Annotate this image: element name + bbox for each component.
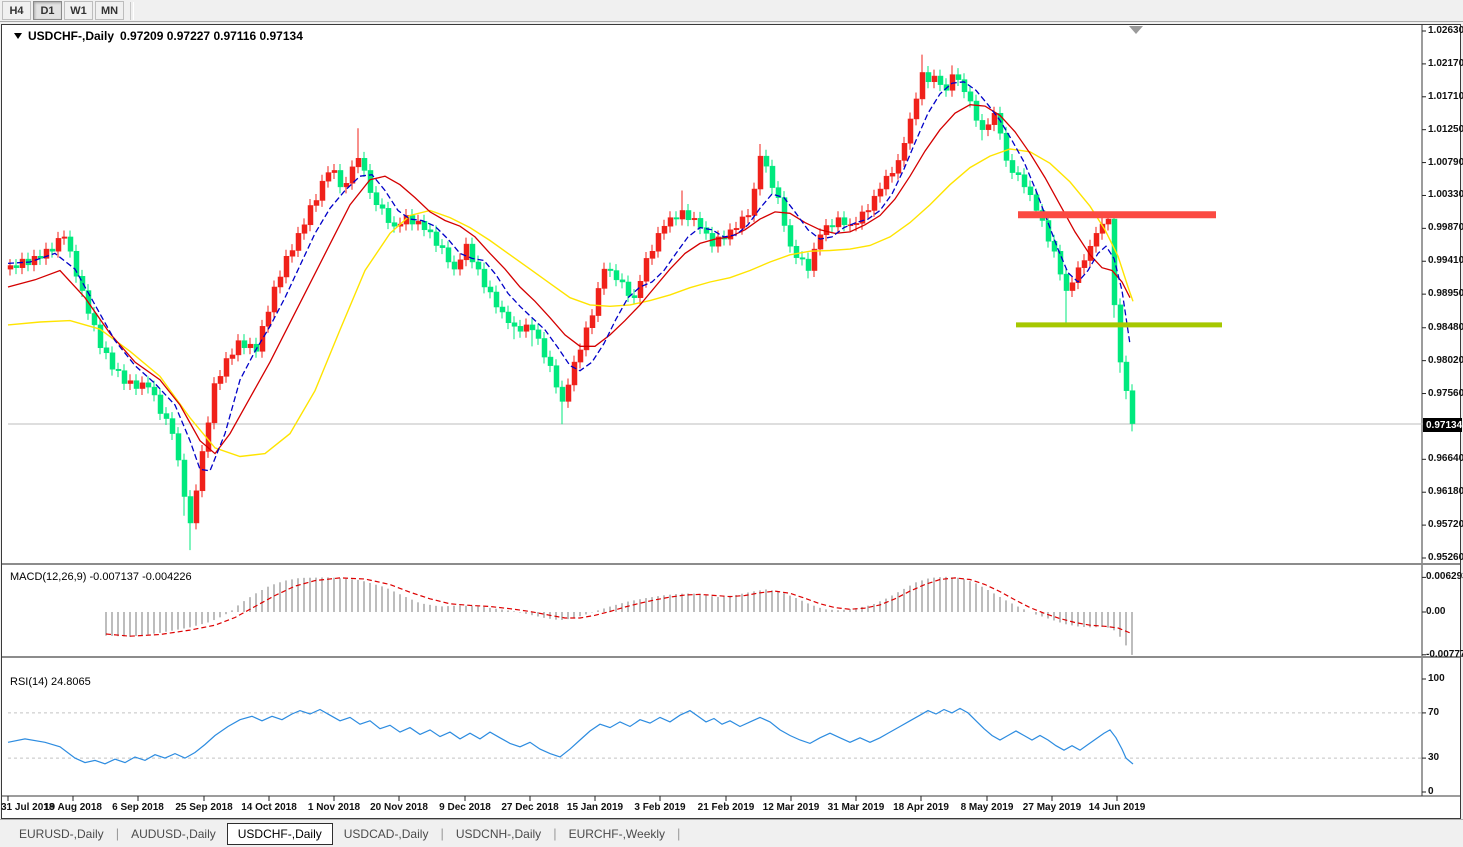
chart-title-quote: 0.97209 0.97227 0.97116 0.97134 bbox=[120, 29, 303, 43]
timeframe-w1-button[interactable]: W1 bbox=[64, 1, 93, 20]
macd-title: MACD(12,26,9) bbox=[10, 571, 87, 583]
scroll-to-end-icon[interactable] bbox=[1129, 26, 1143, 34]
tab-usdchf-daily[interactable]: USDCHF-,Daily bbox=[226, 823, 333, 845]
chart-frame bbox=[2, 24, 1460, 797]
toolbar-separator bbox=[130, 1, 134, 20]
tab-eurusd-daily[interactable]: EURUSD-,Daily bbox=[19, 827, 104, 841]
rsi-levels bbox=[8, 712, 1421, 759]
axis-ticks bbox=[7, 30, 1426, 801]
timeframe-h4-button[interactable]: H4 bbox=[2, 1, 31, 20]
rsi-value: 24.8065 bbox=[50, 676, 91, 688]
tab-separator: | bbox=[677, 826, 681, 841]
symbol-tabbar: EURUSD-,Daily | AUDUSD-,Daily USDCHF-,Dai… bbox=[0, 819, 1463, 847]
chart-window bbox=[1, 24, 1461, 819]
tab-separator: | bbox=[440, 826, 444, 841]
macd-histogram bbox=[105, 576, 1133, 655]
ma-slow-line bbox=[7, 148, 1134, 458]
timeframe-toolbar: H4 D1 W1 MN bbox=[0, 0, 1463, 22]
pane-splitters[interactable] bbox=[2, 563, 1460, 658]
tab-separator: | bbox=[115, 826, 120, 841]
symbol-dropdown-icon[interactable] bbox=[14, 33, 22, 39]
candles bbox=[7, 54, 1136, 551]
chart-title-symbol: USDCHF-,Daily bbox=[28, 29, 115, 43]
ma-mid-line bbox=[7, 104, 1131, 455]
tab-usdcnh-daily[interactable]: USDCNH-,Daily bbox=[455, 827, 542, 841]
timeframe-mn-button[interactable]: MN bbox=[95, 1, 124, 20]
timeframe-d1-button[interactable]: D1 bbox=[33, 1, 62, 20]
macd-signal-line bbox=[105, 577, 1131, 637]
ma-fast-line bbox=[7, 81, 1131, 472]
rsi-indicator-label: RSI(14) 24.8065 bbox=[10, 676, 91, 688]
tab-eurchf-weekly[interactable]: EURCHF-,Weekly bbox=[568, 827, 666, 841]
macd-indicator-label: MACD(12,26,9) -0.007137 -0.004226 bbox=[10, 571, 192, 583]
tab-audusd-daily[interactable]: AUDUSD-,Daily bbox=[131, 827, 216, 841]
macd-values: -0.007137 -0.004226 bbox=[89, 571, 192, 583]
current-price-tag: 0.97134 bbox=[1423, 418, 1462, 432]
chart-title: USDCHF-,Daily 0.97209 0.97227 0.97116 0.… bbox=[14, 29, 303, 43]
rsi-title: RSI(14) bbox=[10, 676, 48, 688]
tab-usdcad-daily[interactable]: USDCAD-,Daily bbox=[343, 827, 429, 841]
rsi-line bbox=[7, 707, 1134, 765]
tab-separator: | bbox=[553, 826, 557, 841]
